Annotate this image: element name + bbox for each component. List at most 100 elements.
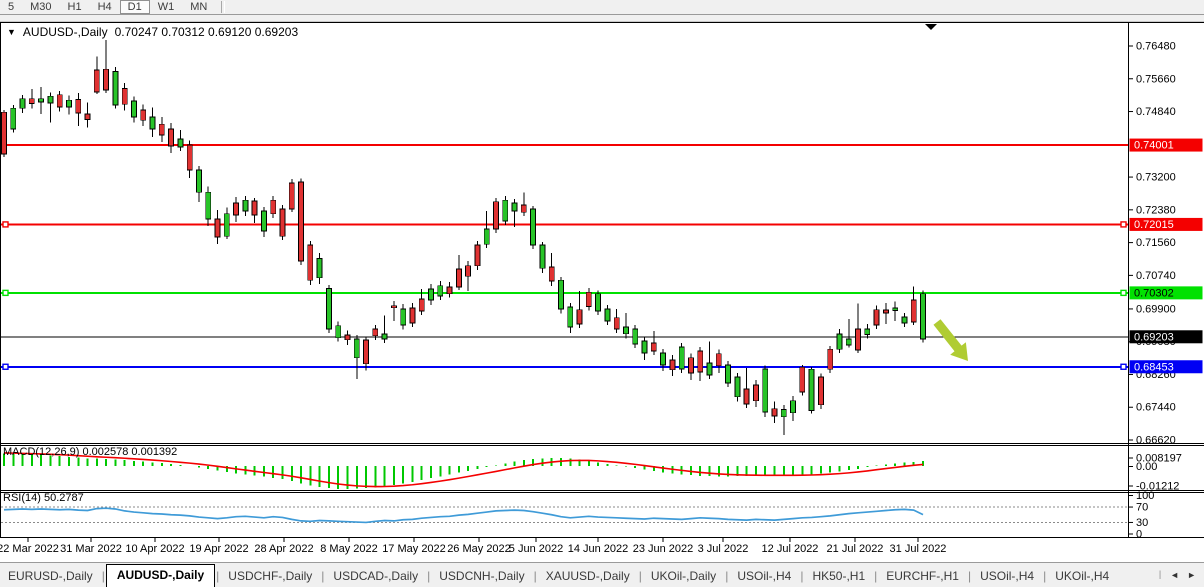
line-handle[interactable] [2, 363, 9, 370]
timeframe-button-5[interactable]: 5 [8, 1, 15, 13]
timeframe-toolbar: 5 M30 H1 H4 D1 W1 MN [0, 0, 1204, 14]
candle-body [261, 210, 267, 232]
candle-body [892, 307, 899, 311]
date-axis-label: 26 May 2022 [447, 543, 511, 555]
candle-body [576, 309, 583, 325]
candle-body [372, 328, 379, 337]
tab-audusd-daily[interactable]: AUDUSD-,Daily [105, 564, 216, 587]
price-axis-label: 0.69900 [1136, 303, 1176, 315]
tab-separator: | [874, 569, 878, 583]
candle-body [920, 293, 926, 340]
date-axis-label: 31 Jul 2022 [890, 543, 947, 555]
candle-body [214, 218, 221, 238]
chart-canvas[interactable]: 0.76480 0.75660 0.74840 0.73200 0.72380 0.715… [0, 0, 1204, 562]
candle-body [688, 357, 694, 374]
line-handle[interactable] [1120, 363, 1127, 370]
chart-title: ▼ AUDUSD-,Daily 0.70247 0.70312 0.69120 … [7, 25, 298, 39]
candle-body [493, 201, 499, 230]
price-badge-label: 0.72015 [1134, 219, 1174, 231]
candle-body [84, 113, 91, 120]
candle-body [650, 342, 657, 352]
candle-body [706, 362, 713, 376]
macd-axis-label: -0.01212 [1136, 481, 1179, 493]
tab-separator: | [427, 569, 431, 583]
price-badge [1129, 217, 1203, 231]
tab-scroll-right-icon[interactable]: ► [1187, 569, 1196, 580]
tab-xauusd-daily[interactable]: XAUUSD-,Daily [545, 569, 630, 583]
tab-scroll-left-icon[interactable]: ◄ [1170, 569, 1180, 580]
timeframe-button-w1[interactable]: W1 [157, 1, 175, 13]
line-handle[interactable] [1120, 221, 1127, 228]
candle-body [455, 268, 462, 288]
tab-eurusd-daily[interactable]: EURUSD-,Daily [8, 569, 93, 583]
line-handle[interactable] [2, 221, 9, 228]
candle-body [168, 128, 174, 147]
candle-body [483, 228, 490, 245]
tab-separator: | [216, 569, 220, 583]
tab-separator: | [101, 569, 105, 583]
candle-body [465, 265, 472, 277]
line-handle[interactable] [1120, 289, 1127, 297]
candle-body [298, 181, 304, 262]
tab-usdcnh-daily[interactable]: USDCNH-,Daily [439, 569, 525, 583]
price-axis-label: 0.70740 [1136, 270, 1176, 282]
timeframe-button-h4[interactable]: H4 [97, 1, 112, 13]
candle-body [632, 328, 639, 345]
tab-ukoil-h4[interactable]: UKOil-,H4 [1055, 569, 1110, 583]
tab-separator: | [321, 569, 325, 583]
timeframe-button-mn[interactable]: MN [190, 1, 208, 13]
rsi-axis-label: 0 [1136, 529, 1142, 541]
date-axis-label: 22 Mar 2022 [0, 543, 59, 555]
candle-body [344, 334, 351, 341]
candle-body [511, 202, 518, 212]
candle-body [678, 346, 685, 370]
candle-body [93, 69, 100, 93]
candle-body [771, 408, 778, 417]
timeframe-button-m30[interactable]: M30 [30, 1, 52, 13]
price-axis-label: 0.76480 [1136, 41, 1176, 53]
line-handle[interactable] [2, 289, 9, 297]
tab-separator: | [1043, 569, 1047, 583]
tab-hk50-h1[interactable]: HK50-,H1 [812, 569, 866, 583]
tab-usdchf-daily[interactable]: USDCHF-,Daily [228, 569, 313, 583]
candle-body [335, 325, 342, 339]
candle-body [585, 291, 592, 307]
rsi-line [3, 507, 924, 524]
candle-body [66, 99, 72, 108]
candle-body [19, 98, 26, 109]
date-axis-label: 14 Jun 2022 [568, 543, 629, 555]
candle-body [409, 307, 416, 324]
chart-dropdown-icon[interactable]: ▼ [7, 27, 16, 37]
tab-usoil-h4[interactable]: USOil-,H4 [980, 569, 1035, 583]
tab-ukoil-daily[interactable]: UKOil-,Daily [650, 569, 717, 583]
tab-usdcad-daily[interactable]: USDCAD-,Daily [333, 569, 419, 583]
candle-body [279, 208, 286, 237]
price-axis-label: 0.75660 [1136, 73, 1176, 85]
candle-body [326, 288, 332, 330]
candle-body [418, 298, 425, 312]
candle-body [845, 338, 852, 346]
candle-body [641, 340, 648, 354]
date-axis-label: 17 May 2022 [382, 543, 446, 555]
down-arrow-annotation[interactable] [929, 316, 976, 367]
candle-body [855, 328, 861, 351]
price-axis-label: 0.72380 [1136, 204, 1176, 216]
rsi-axis-label: 30 [1136, 517, 1148, 529]
candle-body [75, 99, 82, 114]
timeframe-button-d1[interactable]: D1 [119, 0, 150, 14]
candle-body [873, 309, 880, 326]
macd-axis-label: 0.008197 [1136, 453, 1182, 465]
candle-body [715, 353, 722, 367]
candle-body [520, 204, 527, 213]
tab-eurchf-h1[interactable]: EURCHF-,H1 [886, 569, 959, 583]
timeframe-button-h1[interactable]: H1 [67, 1, 82, 13]
tab-usoil-h4[interactable]: USOil-,H4 [737, 569, 792, 583]
price-axis-label: 0.74840 [1136, 106, 1176, 118]
rsi-indicator-label: RSI(14) 50.2787 [3, 492, 84, 504]
candle-body [242, 199, 249, 212]
toolbar-bevel [0, 14, 1204, 22]
candle-body [223, 213, 230, 237]
candle-body [530, 208, 537, 246]
candle-body [697, 350, 704, 373]
